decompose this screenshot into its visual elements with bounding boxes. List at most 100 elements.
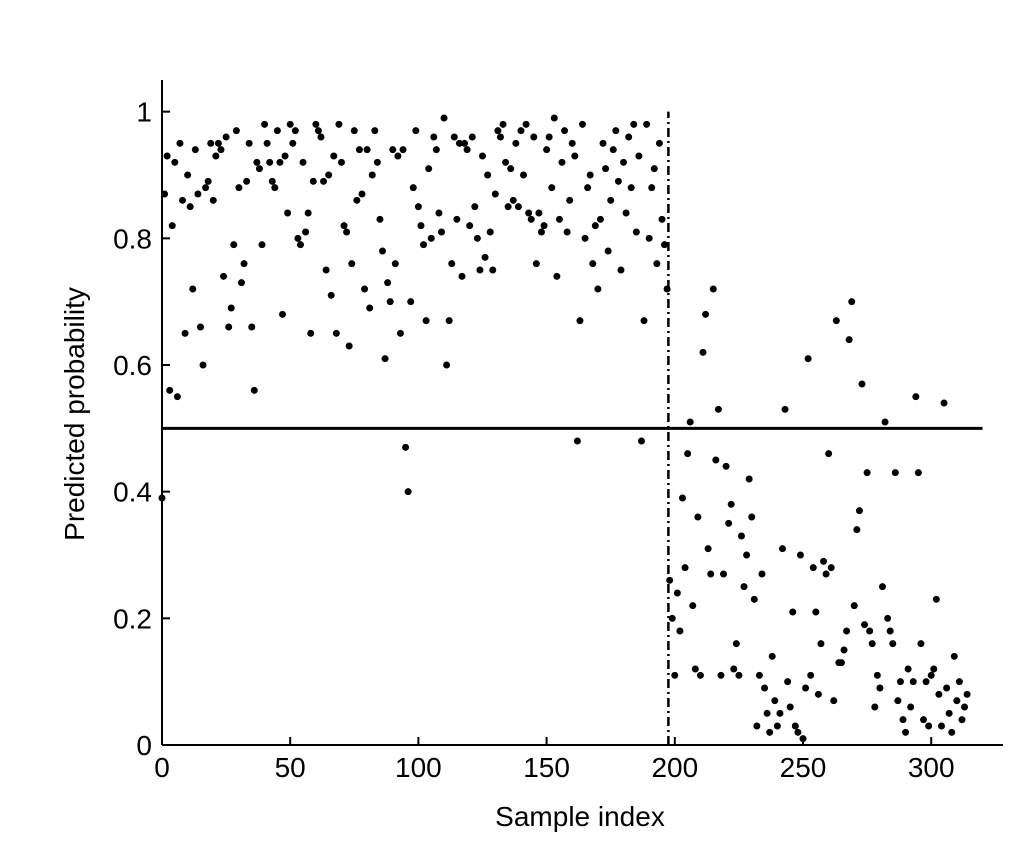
point	[312, 120, 320, 128]
point	[214, 139, 222, 147]
point	[758, 570, 766, 578]
point	[881, 418, 889, 426]
point	[858, 380, 866, 388]
point	[814, 690, 822, 698]
point	[220, 272, 228, 280]
point	[861, 621, 869, 629]
point	[543, 146, 551, 154]
point	[702, 310, 710, 318]
point	[235, 184, 243, 192]
point	[307, 329, 315, 337]
point	[237, 279, 245, 287]
point	[302, 228, 310, 236]
point	[486, 228, 494, 236]
point	[184, 171, 192, 179]
point	[404, 488, 412, 496]
point	[825, 450, 833, 458]
point	[753, 722, 761, 730]
point	[253, 158, 261, 166]
point	[884, 614, 892, 622]
point	[517, 127, 525, 135]
point	[943, 684, 951, 692]
point	[878, 583, 886, 591]
point	[571, 152, 579, 160]
point	[202, 184, 210, 192]
point	[514, 203, 522, 211]
point	[284, 209, 292, 217]
y-tick-label: 0.6	[113, 350, 152, 381]
point	[550, 114, 558, 122]
point	[848, 298, 856, 306]
point	[784, 678, 792, 686]
point	[891, 469, 899, 477]
point	[243, 177, 251, 185]
point	[609, 146, 617, 154]
point	[361, 285, 369, 293]
point	[778, 545, 786, 553]
point	[737, 532, 745, 540]
point	[168, 222, 176, 230]
point	[535, 209, 543, 217]
point	[176, 139, 184, 147]
point	[537, 228, 545, 236]
point	[440, 114, 448, 122]
point	[453, 215, 461, 223]
point	[491, 190, 499, 198]
point	[191, 146, 199, 154]
point	[366, 304, 374, 312]
point	[209, 196, 217, 204]
point	[461, 139, 469, 147]
point	[479, 152, 487, 160]
point	[684, 450, 692, 458]
point	[932, 595, 940, 603]
point	[804, 355, 812, 363]
point	[920, 716, 928, 724]
point	[740, 583, 748, 591]
point	[761, 684, 769, 692]
point	[420, 241, 428, 249]
point	[694, 513, 702, 521]
y-tick-label: 1	[136, 97, 152, 128]
point	[561, 127, 569, 135]
x-tick-label: 200	[651, 752, 698, 783]
point	[563, 228, 571, 236]
point	[622, 209, 630, 217]
point	[222, 133, 230, 141]
point	[963, 690, 971, 698]
point	[466, 222, 474, 230]
point	[817, 640, 825, 648]
point	[820, 557, 828, 565]
point	[786, 703, 794, 711]
point	[291, 127, 299, 135]
point	[604, 247, 612, 255]
point	[781, 405, 789, 413]
point	[948, 728, 956, 736]
point	[945, 709, 953, 717]
point	[958, 716, 966, 724]
point	[850, 602, 858, 610]
point	[263, 139, 271, 147]
point	[673, 589, 681, 597]
point	[802, 684, 810, 692]
point	[186, 203, 194, 211]
point	[599, 139, 607, 147]
point	[496, 133, 504, 141]
point	[522, 120, 530, 128]
y-tick-label: 0.8	[113, 223, 152, 254]
point	[507, 165, 515, 173]
point	[602, 165, 610, 173]
point	[322, 266, 330, 274]
point	[189, 285, 197, 293]
point	[394, 152, 402, 160]
point	[912, 393, 920, 401]
y-tick-label: 0.4	[113, 477, 152, 508]
point	[843, 627, 851, 635]
point	[350, 127, 358, 135]
point	[568, 139, 576, 147]
point	[266, 158, 274, 166]
point	[907, 703, 915, 711]
point	[837, 659, 845, 667]
point	[422, 317, 430, 325]
point	[509, 196, 517, 204]
point	[955, 678, 963, 686]
